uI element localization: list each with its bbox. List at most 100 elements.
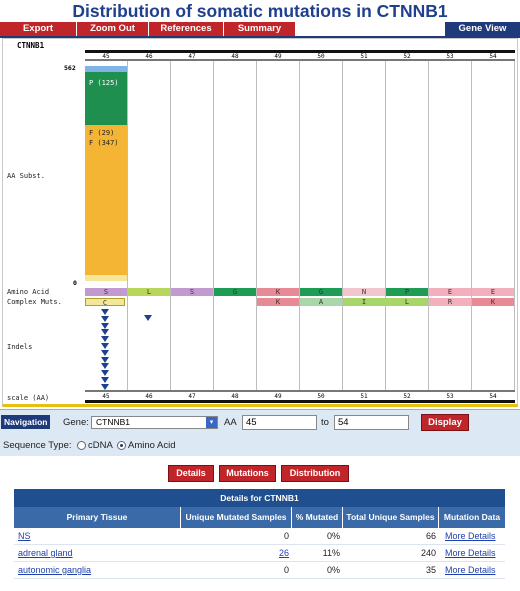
indel-marker-icon[interactable]	[101, 383, 109, 390]
complex-mut-cell[interactable]: A	[300, 298, 342, 306]
bar-segment-blue[interactable]	[85, 66, 127, 72]
column-head-top: 54	[489, 53, 497, 60]
indel-marker-icon[interactable]	[101, 322, 109, 329]
row-label-indels: Indels	[7, 343, 33, 351]
tab-references[interactable]: References	[149, 22, 223, 36]
top-axis-bar	[85, 50, 515, 53]
column-divider	[514, 61, 515, 390]
row-label-scale: scale (AA)	[7, 394, 50, 402]
indel-marker-icon[interactable]	[101, 356, 109, 363]
column-head-top: 46	[145, 53, 153, 60]
indel-marker-icon[interactable]	[101, 336, 109, 343]
unique-mutated-value[interactable]: 26	[278, 548, 289, 558]
bar-segment-green[interactable]	[85, 72, 127, 125]
complex-mut-cell[interactable]: I	[343, 298, 385, 306]
dropdown-arrow-icon[interactable]: ▾	[206, 417, 217, 428]
row-label-amino-acid: Amino Acid	[7, 288, 50, 296]
indel-marker-icon[interactable]	[144, 315, 152, 321]
tab-export[interactable]: Export	[0, 22, 76, 36]
bar-segment-pale[interactable]	[85, 275, 127, 281]
tab-summary[interactable]: Summary	[224, 22, 295, 36]
display-button[interactable]: Display	[421, 414, 469, 431]
column-divider	[299, 61, 300, 390]
row-label-aa-subst: AA Subst.	[7, 172, 45, 180]
details-button[interactable]: Details	[168, 465, 214, 482]
aa-to-input[interactable]: 54	[334, 415, 409, 430]
header-primary-tissue[interactable]: Primary Tissue	[66, 512, 128, 522]
column-divider	[127, 61, 128, 390]
tab-underline	[0, 36, 520, 38]
unique-mutated-value: 0	[283, 531, 289, 541]
column-head-bottom: 53	[446, 393, 454, 400]
tab-zoom-out[interactable]: Zoom Out	[77, 22, 148, 36]
indel-marker-icon[interactable]	[101, 309, 109, 315]
indel-marker-icon[interactable]	[101, 349, 109, 356]
primary-tissue-link[interactable]: autonomic ganglia	[18, 565, 92, 575]
distribution-button[interactable]: Distribution	[281, 465, 349, 482]
more-details-link[interactable]: More Details	[445, 548, 496, 558]
column-head-top: 52	[403, 53, 411, 60]
amino-acid-cell[interactable]: E	[429, 288, 471, 296]
radio-cdna[interactable]	[77, 441, 86, 450]
indel-marker-icon[interactable]	[101, 377, 109, 383]
details-table: Details for CTNNB1 Primary Tissue Unique…	[14, 489, 505, 579]
amino-acid-cell[interactable]: K	[257, 288, 299, 296]
table-row: autonomic ganglia 0 0% 35 More Details	[14, 562, 505, 579]
complex-mut-cell[interactable]: K	[257, 298, 299, 306]
column-divider	[471, 61, 472, 390]
aa-from-input[interactable]: 45	[242, 415, 317, 430]
column-divider	[213, 61, 214, 390]
primary-tissue-link[interactable]: adrenal gland	[18, 548, 73, 558]
header-mutation-data[interactable]: Mutation Data	[438, 507, 505, 528]
amino-acid-cell[interactable]: G	[300, 288, 342, 296]
amino-acid-cell[interactable]: S	[171, 288, 213, 296]
amino-acid-cell[interactable]: S	[85, 288, 127, 296]
column-head-bottom: 52	[403, 393, 411, 400]
column-head-bottom: 49	[274, 393, 282, 400]
indel-marker-icon[interactable]	[101, 363, 109, 370]
more-details-link[interactable]: More Details	[445, 565, 496, 575]
gene-select[interactable]: CTNNB1 ▾	[91, 416, 218, 429]
header-total-samples[interactable]: Total Unique Samples	[342, 507, 438, 528]
pct-mutated-value: 0%	[326, 565, 340, 575]
table-title: Details for CTNNB1	[14, 489, 505, 507]
indel-marker-icon[interactable]	[101, 370, 109, 377]
y-axis-min-label: 0	[73, 279, 77, 287]
column-head-bottom: 51	[360, 393, 368, 400]
radio-cdna-label[interactable]: cDNA	[88, 440, 113, 451]
column-head-top: 45	[102, 53, 110, 60]
tab-gene-view[interactable]: Gene View	[445, 22, 520, 36]
row-label-complex-muts: Complex Muts.	[7, 298, 62, 306]
column-head-bottom: 46	[145, 393, 153, 400]
bottom-axis-rule	[85, 390, 515, 392]
column-divider	[256, 61, 257, 390]
radio-amino-acid-label[interactable]: Amino Acid	[128, 440, 176, 451]
indel-marker-icon[interactable]	[101, 343, 109, 349]
column-head-bottom: 50	[317, 393, 325, 400]
more-details-link[interactable]: More Details	[445, 531, 496, 541]
amino-acid-cell[interactable]: G	[214, 288, 256, 296]
gene-label: Gene:	[63, 417, 89, 428]
indel-marker-icon[interactable]	[101, 329, 109, 336]
primary-tissue-link[interactable]: NS	[18, 531, 31, 541]
column-divider	[342, 61, 343, 390]
header-unique-mutated[interactable]: Unique Mutated Samples	[180, 507, 291, 528]
amino-acid-cell[interactable]: E	[472, 288, 514, 296]
complex-mut-cell[interactable]: R	[429, 298, 471, 306]
amino-acid-cell[interactable]: P	[386, 288, 428, 296]
column-head-top: 47	[188, 53, 196, 60]
radio-amino-acid[interactable]	[117, 441, 126, 450]
amino-acid-cell[interactable]: N	[343, 288, 385, 296]
complex-mut-cell[interactable]: C	[85, 298, 125, 307]
header-pct-mutated[interactable]: % Mutated	[291, 507, 342, 528]
navigation-panel: Navigation Gene: CTNNB1 ▾ AA 45 to 54 Di…	[0, 409, 520, 456]
column-divider	[428, 61, 429, 390]
bar-segment-orange[interactable]	[85, 125, 127, 275]
mutations-button[interactable]: Mutations	[219, 465, 276, 482]
indel-marker-icon[interactable]	[101, 315, 109, 322]
pct-mutated-value: 11%	[322, 548, 340, 558]
complex-mut-cell[interactable]: L	[386, 298, 428, 306]
amino-acid-cell[interactable]: L	[128, 288, 170, 296]
bar-label-p: P (125)	[89, 79, 119, 87]
complex-mut-cell[interactable]: K	[472, 298, 514, 306]
